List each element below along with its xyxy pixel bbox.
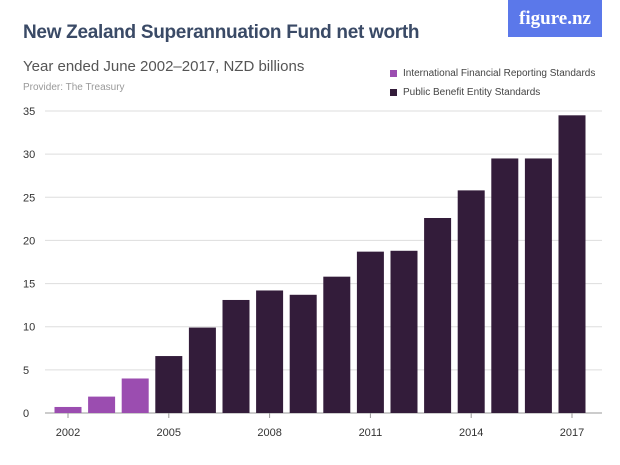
bar-2009 [289, 294, 317, 413]
x-tick-label: 2011 [359, 427, 383, 439]
bar-2015 [491, 158, 519, 413]
bar-2014 [457, 190, 485, 413]
y-tick-label: 25 [23, 192, 35, 204]
legend-swatch [390, 70, 397, 77]
y-tick-label: 30 [23, 149, 35, 161]
y-tick-label: 5 [23, 365, 29, 377]
bar-2008 [256, 290, 284, 413]
bar-2013 [424, 217, 452, 413]
legend-item-ifrs: International Financial Reporting Standa… [390, 64, 595, 83]
bar-2003 [88, 396, 116, 413]
legend: International Financial Reporting Standa… [390, 64, 595, 102]
bar-2016 [524, 158, 552, 413]
y-tick-label: 35 [23, 106, 35, 118]
figure-nz-logo[interactable]: figure.nz [508, 0, 602, 37]
chart-subtitle: Year ended June 2002–2017, NZD billions [23, 58, 305, 75]
bar-2004 [121, 378, 149, 413]
bar-2002 [54, 406, 82, 413]
legend-swatch [390, 89, 397, 96]
y-tick-label: 10 [23, 322, 35, 334]
y-tick-label: 15 [23, 279, 35, 291]
provider-label: Provider: The Treasury [23, 82, 125, 93]
legend-label: International Financial Reporting Standa… [403, 68, 596, 79]
x-tick-label: 2002 [56, 427, 80, 439]
x-tick-label: 2014 [459, 427, 483, 439]
bar-2005 [155, 356, 183, 413]
bar-2017 [558, 115, 586, 414]
bar-2012 [390, 250, 418, 413]
bar-2011 [356, 251, 384, 413]
x-tick-label: 2008 [257, 427, 281, 439]
y-tick-label: 20 [23, 235, 35, 247]
bar-2007 [222, 299, 250, 413]
legend-label: Public Benefit Entity Standards [403, 87, 541, 98]
bar-2010 [323, 276, 351, 413]
y-tick-label: 0 [23, 408, 29, 420]
legend-item-pbe: Public Benefit Entity Standards [390, 83, 595, 102]
x-tick-label: 2017 [560, 427, 584, 439]
x-tick-label: 2005 [157, 427, 181, 439]
bar-2006 [188, 327, 216, 413]
chart-title: New Zealand Superannuation Fund net wort… [23, 22, 420, 43]
